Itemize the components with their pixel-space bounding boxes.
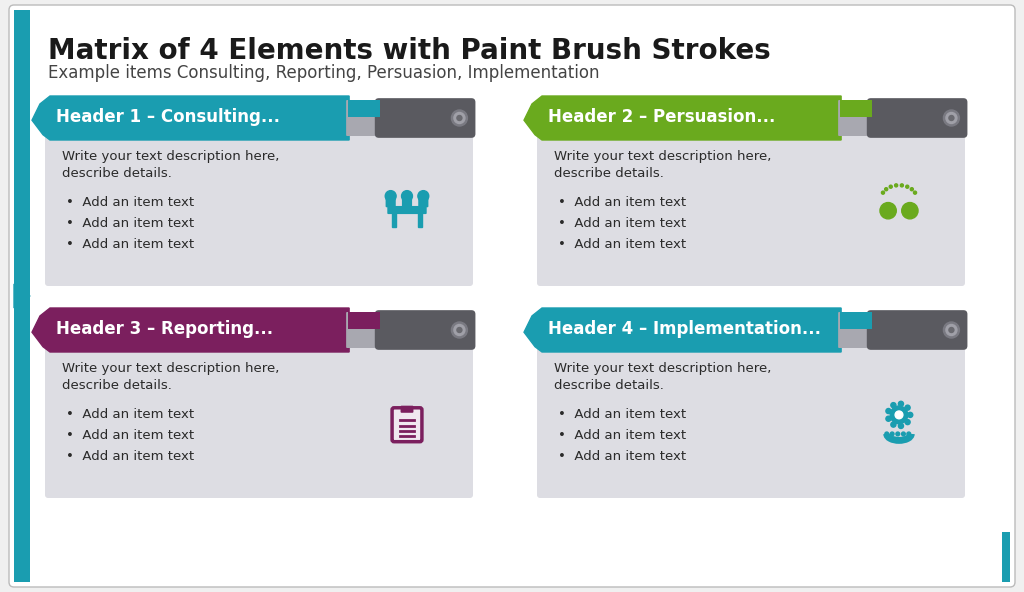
- Text: •  Add an item text: • Add an item text: [66, 429, 195, 442]
- Text: •  Add an item text: • Add an item text: [558, 217, 686, 230]
- Circle shape: [454, 112, 465, 124]
- Circle shape: [891, 422, 896, 427]
- Text: Header 4 – Implementation...: Header 4 – Implementation...: [548, 320, 821, 338]
- FancyBboxPatch shape: [838, 100, 873, 136]
- FancyBboxPatch shape: [866, 98, 968, 138]
- FancyBboxPatch shape: [400, 406, 414, 413]
- Circle shape: [900, 184, 903, 187]
- Circle shape: [905, 420, 910, 424]
- Text: •  Add an item text: • Add an item text: [66, 408, 195, 421]
- Circle shape: [907, 432, 910, 436]
- Circle shape: [882, 191, 885, 194]
- Circle shape: [898, 401, 903, 406]
- Circle shape: [889, 185, 892, 188]
- Text: Header 2 – Persuasion...: Header 2 – Persuasion...: [548, 108, 775, 126]
- Text: Write your text description here,
describe details.: Write your text description here, descri…: [554, 362, 771, 392]
- Circle shape: [906, 185, 908, 188]
- Circle shape: [905, 405, 910, 410]
- FancyBboxPatch shape: [45, 335, 473, 498]
- Polygon shape: [32, 308, 349, 352]
- Circle shape: [885, 188, 888, 191]
- Circle shape: [452, 322, 467, 338]
- Circle shape: [946, 324, 956, 336]
- FancyBboxPatch shape: [392, 408, 422, 442]
- FancyBboxPatch shape: [537, 335, 965, 498]
- Text: Header 1 – Consulting...: Header 1 – Consulting...: [56, 108, 280, 126]
- Circle shape: [902, 202, 919, 219]
- Text: Write your text description here,
describe details.: Write your text description here, descri…: [62, 362, 280, 392]
- FancyBboxPatch shape: [838, 312, 873, 348]
- Bar: [418, 213, 422, 227]
- Circle shape: [895, 411, 903, 419]
- Polygon shape: [524, 96, 841, 140]
- Circle shape: [454, 324, 465, 336]
- Bar: [348, 101, 380, 117]
- Circle shape: [896, 432, 900, 436]
- FancyBboxPatch shape: [537, 123, 965, 286]
- Text: •  Add an item text: • Add an item text: [66, 238, 195, 251]
- FancyBboxPatch shape: [375, 310, 475, 350]
- Bar: [348, 313, 380, 329]
- FancyBboxPatch shape: [386, 197, 395, 207]
- Circle shape: [890, 432, 894, 436]
- Circle shape: [418, 191, 429, 201]
- Circle shape: [452, 110, 467, 126]
- Circle shape: [886, 408, 891, 414]
- FancyBboxPatch shape: [346, 312, 382, 348]
- Text: Example items Consulting, Reporting, Persuasion, Implementation: Example items Consulting, Reporting, Per…: [48, 64, 599, 82]
- Bar: [1002, 532, 1010, 582]
- FancyBboxPatch shape: [401, 197, 412, 207]
- FancyBboxPatch shape: [346, 100, 382, 136]
- Bar: [392, 213, 396, 227]
- FancyBboxPatch shape: [45, 123, 473, 286]
- Text: •  Add an item text: • Add an item text: [558, 450, 686, 463]
- FancyBboxPatch shape: [866, 310, 968, 350]
- Circle shape: [898, 423, 903, 429]
- Circle shape: [457, 115, 462, 121]
- Text: •  Add an item text: • Add an item text: [558, 408, 686, 421]
- Circle shape: [943, 322, 959, 338]
- FancyBboxPatch shape: [418, 197, 428, 207]
- Text: •  Add an item text: • Add an item text: [66, 196, 195, 209]
- Circle shape: [949, 327, 954, 333]
- Circle shape: [880, 202, 896, 219]
- FancyBboxPatch shape: [375, 98, 475, 138]
- Bar: [14, 10, 30, 582]
- Text: •  Add an item text: • Add an item text: [558, 429, 686, 442]
- Circle shape: [401, 191, 413, 201]
- Text: •  Add an item text: • Add an item text: [558, 196, 686, 209]
- Circle shape: [385, 191, 396, 201]
- Circle shape: [890, 406, 908, 424]
- Circle shape: [910, 188, 913, 191]
- Text: •  Add an item text: • Add an item text: [66, 217, 195, 230]
- Circle shape: [901, 432, 905, 436]
- Circle shape: [913, 191, 916, 194]
- Text: Write your text description here,
describe details.: Write your text description here, descri…: [62, 150, 280, 180]
- Polygon shape: [14, 284, 30, 308]
- Polygon shape: [524, 308, 841, 352]
- Circle shape: [949, 115, 954, 121]
- Circle shape: [885, 432, 889, 436]
- FancyBboxPatch shape: [387, 206, 427, 214]
- Circle shape: [946, 112, 956, 124]
- Bar: [840, 101, 871, 117]
- Circle shape: [943, 110, 959, 126]
- Circle shape: [886, 416, 891, 422]
- Circle shape: [891, 403, 896, 408]
- Text: Header 3 – Reporting...: Header 3 – Reporting...: [56, 320, 273, 338]
- Circle shape: [907, 413, 912, 417]
- FancyBboxPatch shape: [9, 5, 1015, 587]
- Circle shape: [895, 184, 898, 187]
- Bar: [840, 313, 871, 329]
- Text: •  Add an item text: • Add an item text: [558, 238, 686, 251]
- Circle shape: [457, 327, 462, 333]
- Text: Matrix of 4 Elements with Paint Brush Strokes: Matrix of 4 Elements with Paint Brush St…: [48, 37, 771, 65]
- Text: •  Add an item text: • Add an item text: [66, 450, 195, 463]
- Text: Write your text description here,
describe details.: Write your text description here, descri…: [554, 150, 771, 180]
- Polygon shape: [32, 96, 349, 140]
